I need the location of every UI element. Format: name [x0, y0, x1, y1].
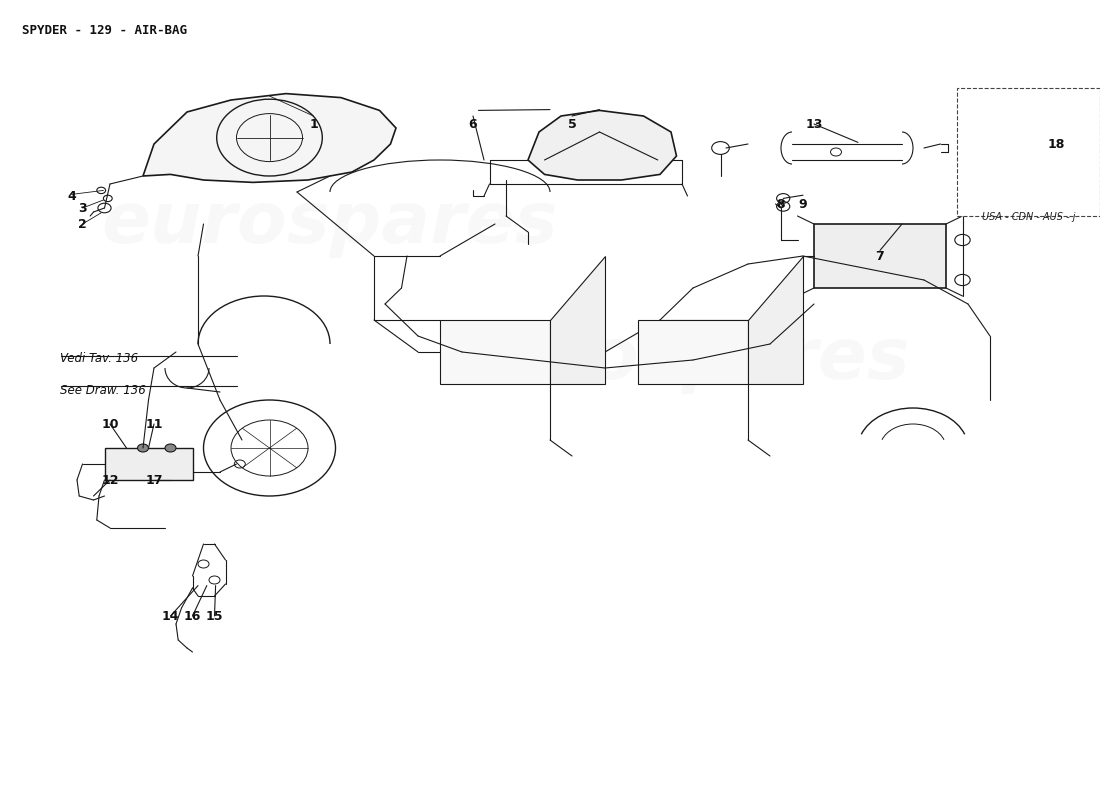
Text: SPYDER - 129 - AIR-BAG: SPYDER - 129 - AIR-BAG: [22, 24, 187, 37]
Text: 7: 7: [876, 250, 884, 262]
Text: 13: 13: [805, 118, 823, 130]
Polygon shape: [528, 110, 676, 180]
Text: 17: 17: [145, 474, 163, 486]
Polygon shape: [104, 448, 192, 480]
Text: 4: 4: [67, 190, 76, 202]
Polygon shape: [440, 320, 550, 384]
Polygon shape: [550, 256, 605, 384]
Text: 18: 18: [1047, 138, 1065, 150]
Text: 2: 2: [78, 218, 87, 230]
Text: 16: 16: [184, 610, 201, 622]
Text: Vedi Tav. 136: Vedi Tav. 136: [60, 352, 139, 365]
Text: 11: 11: [145, 418, 163, 430]
Polygon shape: [814, 224, 946, 288]
Text: 10: 10: [101, 418, 119, 430]
Circle shape: [165, 444, 176, 452]
Text: 14: 14: [162, 610, 179, 622]
Text: See Draw. 136: See Draw. 136: [60, 384, 146, 397]
FancyBboxPatch shape: [957, 88, 1100, 216]
Text: 6: 6: [469, 118, 477, 130]
Circle shape: [1009, 130, 1048, 158]
Text: 8: 8: [777, 198, 785, 210]
Text: 5: 5: [568, 118, 576, 130]
Text: 3: 3: [78, 202, 87, 214]
Text: 9: 9: [799, 198, 807, 210]
Polygon shape: [748, 256, 803, 384]
Text: 15: 15: [206, 610, 223, 622]
Text: USA - CDN - AUS - j: USA - CDN - AUS - j: [981, 212, 1076, 222]
Circle shape: [138, 444, 148, 452]
Polygon shape: [143, 94, 396, 182]
Text: eurospares: eurospares: [101, 190, 559, 258]
Text: 1: 1: [309, 118, 318, 130]
Text: 12: 12: [101, 474, 119, 486]
Text: eurospares: eurospares: [453, 326, 911, 394]
Polygon shape: [638, 320, 748, 384]
